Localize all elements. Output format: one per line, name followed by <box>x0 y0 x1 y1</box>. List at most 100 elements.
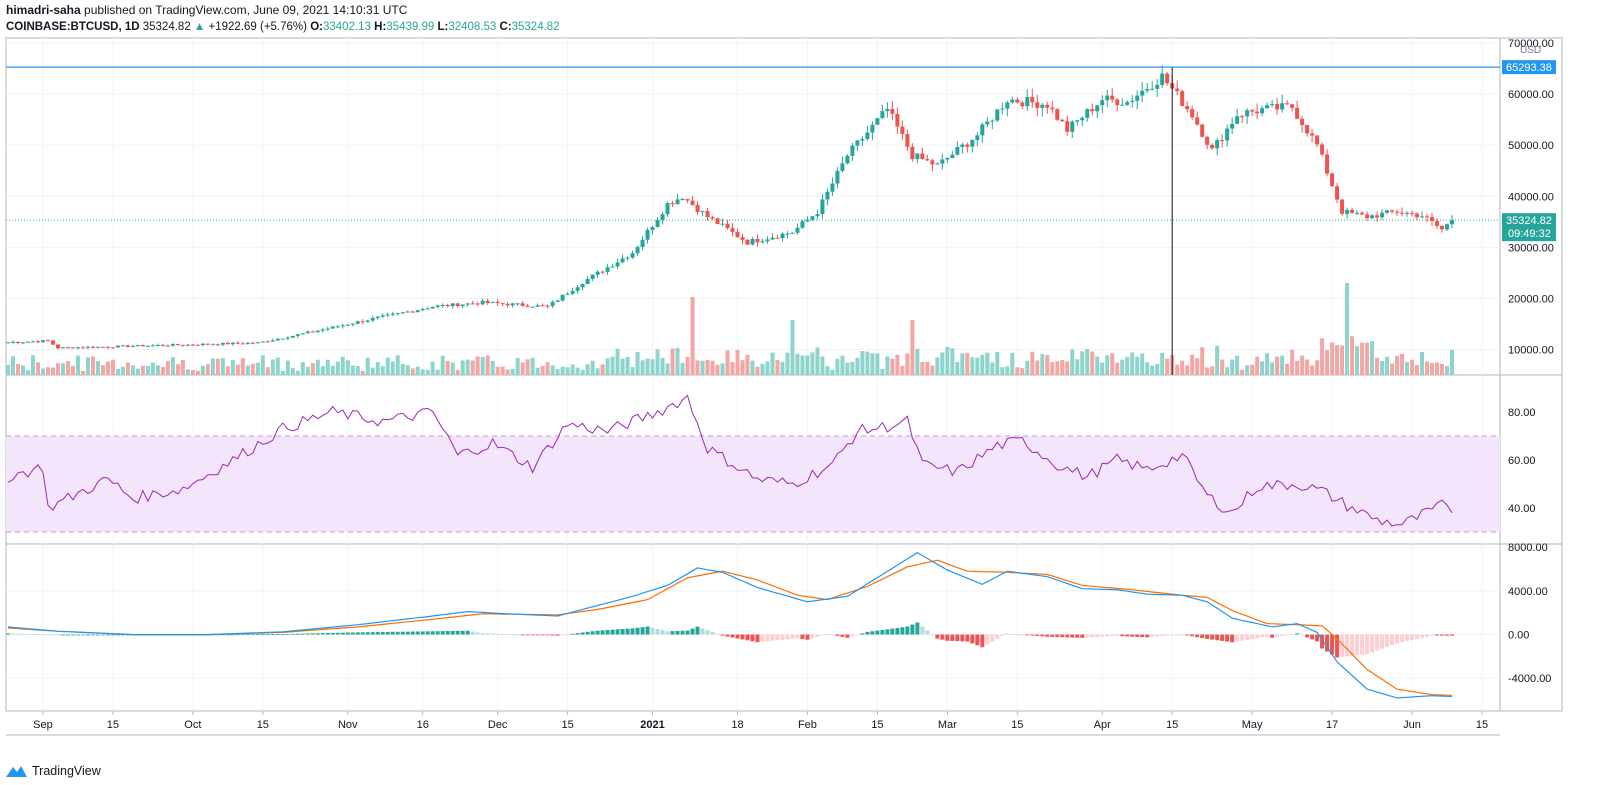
candle-body <box>800 221 805 228</box>
candle-body <box>40 340 45 343</box>
candle-body <box>410 311 415 313</box>
volume-bar <box>35 362 40 375</box>
volume-bar <box>485 355 490 375</box>
volume-bar <box>655 349 660 375</box>
volume-bar <box>580 369 585 375</box>
macd-histogram-bar <box>390 631 395 635</box>
candle-body <box>270 340 275 342</box>
volume-bar <box>380 366 385 375</box>
candle-body <box>590 274 595 279</box>
horizontal-line-price-tag <box>1502 60 1556 75</box>
candle-body <box>1020 102 1025 107</box>
low-value: 32408.53 <box>448 21 497 33</box>
candle-body <box>1130 100 1135 102</box>
candle-body <box>870 124 875 133</box>
volume-bar <box>1255 356 1260 375</box>
macd-histogram-bar <box>810 634 815 639</box>
macd-histogram-bar <box>975 634 980 646</box>
volume-bar <box>955 361 960 375</box>
macd-axis-tick-label: 0.00 <box>1508 630 1529 642</box>
tradingview-brand[interactable]: TradingView <box>6 762 101 780</box>
macd-histogram-bar <box>1090 634 1095 638</box>
candle-body <box>75 347 80 349</box>
candle-body <box>1300 118 1305 126</box>
volume-bar <box>1290 349 1295 375</box>
candle-body <box>1400 212 1405 214</box>
macd-histogram-bar <box>1260 634 1265 638</box>
candle-body <box>1175 88 1180 92</box>
macd-histogram-bar <box>280 634 285 635</box>
macd-histogram-bar <box>1415 634 1420 639</box>
candle-body <box>830 183 835 192</box>
candle-body <box>685 199 690 201</box>
macd-histogram-bar <box>70 634 75 636</box>
candle-body <box>385 314 390 316</box>
volume-bar <box>20 365 25 375</box>
volume-bar <box>105 361 110 375</box>
candle-body <box>570 290 575 294</box>
candle-body <box>245 342 250 344</box>
volume-bar <box>1105 355 1110 375</box>
candle-body <box>1450 220 1454 225</box>
candle-body <box>50 340 55 345</box>
candle-body <box>225 342 230 345</box>
macd-histogram-bar <box>90 634 95 636</box>
macd-histogram-bar <box>745 634 750 641</box>
volume-bar <box>705 359 710 375</box>
candle-body <box>380 315 385 317</box>
macd-histogram-bar <box>1115 634 1120 636</box>
macd-histogram-bar <box>245 634 250 636</box>
candle-body <box>460 304 465 307</box>
volume-bar <box>200 365 205 375</box>
macd-histogram-bar <box>1240 634 1245 641</box>
volume-bar <box>1250 364 1255 375</box>
macd-histogram-bar <box>380 632 385 635</box>
candle-body <box>785 233 790 235</box>
volume-bar <box>205 363 210 375</box>
candle-body <box>490 301 495 303</box>
volume-bar <box>720 363 725 375</box>
candle-body <box>330 326 335 329</box>
candle-body <box>1365 214 1370 219</box>
time-axis-tick-label: May <box>1242 719 1263 731</box>
volume-bar <box>795 353 800 375</box>
chart-header: himadri-saha published on TradingView.co… <box>6 3 1566 35</box>
macd-histogram-bar <box>750 634 755 642</box>
macd-histogram-bar <box>570 633 575 635</box>
macd-histogram-bar <box>400 631 405 635</box>
macd-histogram-bar <box>1080 634 1085 638</box>
macd-histogram-bar <box>635 627 640 635</box>
macd-histogram-bar <box>870 631 875 635</box>
macd-histogram-bar <box>580 632 585 635</box>
macd-histogram-bar <box>965 634 970 642</box>
macd-histogram-bar <box>1250 634 1255 640</box>
candle-body <box>1135 95 1140 101</box>
volume-bar <box>1420 352 1425 375</box>
volume-bar <box>1065 361 1070 375</box>
volume-bar <box>790 320 795 375</box>
macd-histogram-bar <box>1015 634 1020 636</box>
macd-histogram-bar <box>75 634 80 636</box>
candle-body <box>15 342 20 344</box>
candle-body <box>90 346 95 348</box>
candle-body <box>495 301 500 304</box>
macd-histogram-bar <box>1280 634 1285 636</box>
macd-histogram-bar <box>1350 634 1355 656</box>
macd-histogram-bar <box>100 634 105 636</box>
candle-body <box>220 342 225 345</box>
volume-bar <box>855 357 860 375</box>
macd-histogram-bar <box>495 633 500 635</box>
macd-histogram-bar <box>1430 634 1435 636</box>
candle-body <box>775 237 780 239</box>
macd-histogram-bar <box>865 631 870 635</box>
price-axis-tick-label: 50000.00 <box>1508 140 1554 152</box>
candle-body <box>930 160 935 165</box>
volume-bar <box>960 353 965 375</box>
candle-body <box>1055 109 1060 120</box>
candle-body <box>575 287 580 291</box>
candle-body <box>1085 109 1090 118</box>
volume-bar <box>70 366 75 375</box>
volume-bar <box>545 362 550 375</box>
author-name[interactable]: himadri-saha <box>6 3 81 17</box>
